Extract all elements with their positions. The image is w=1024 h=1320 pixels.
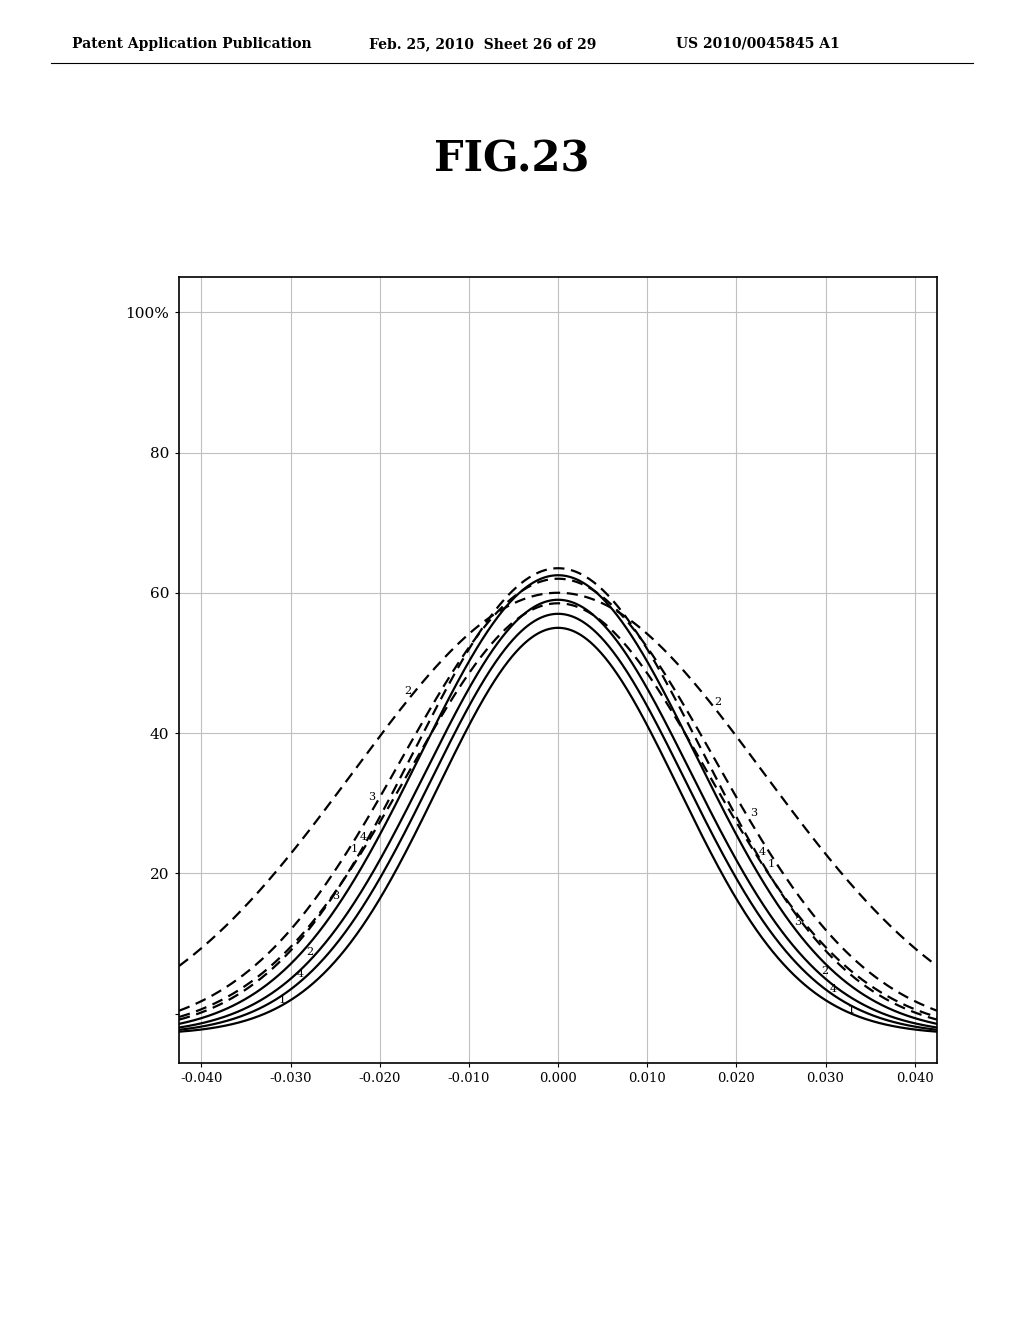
Text: 4: 4: [759, 846, 766, 857]
Text: 3: 3: [795, 917, 802, 927]
Text: FIG.23: FIG.23: [434, 139, 590, 181]
Text: 1: 1: [350, 843, 357, 854]
Text: 4: 4: [359, 832, 367, 842]
Text: 2: 2: [714, 697, 721, 706]
Text: 1: 1: [280, 995, 286, 1005]
Text: 3: 3: [369, 792, 376, 803]
Text: Patent Application Publication: Patent Application Publication: [72, 37, 311, 51]
Text: Feb. 25, 2010  Sheet 26 of 29: Feb. 25, 2010 Sheet 26 of 29: [369, 37, 596, 51]
Text: 3: 3: [333, 891, 340, 902]
Text: 2: 2: [403, 685, 411, 696]
Text: 1: 1: [848, 1005, 855, 1015]
Text: 4: 4: [830, 985, 837, 994]
Text: 2: 2: [821, 966, 828, 975]
Text: 3: 3: [750, 808, 757, 817]
Text: 4: 4: [297, 969, 304, 979]
Text: 2: 2: [306, 948, 313, 957]
Text: US 2010/0045845 A1: US 2010/0045845 A1: [676, 37, 840, 51]
Text: 1: 1: [768, 859, 775, 870]
